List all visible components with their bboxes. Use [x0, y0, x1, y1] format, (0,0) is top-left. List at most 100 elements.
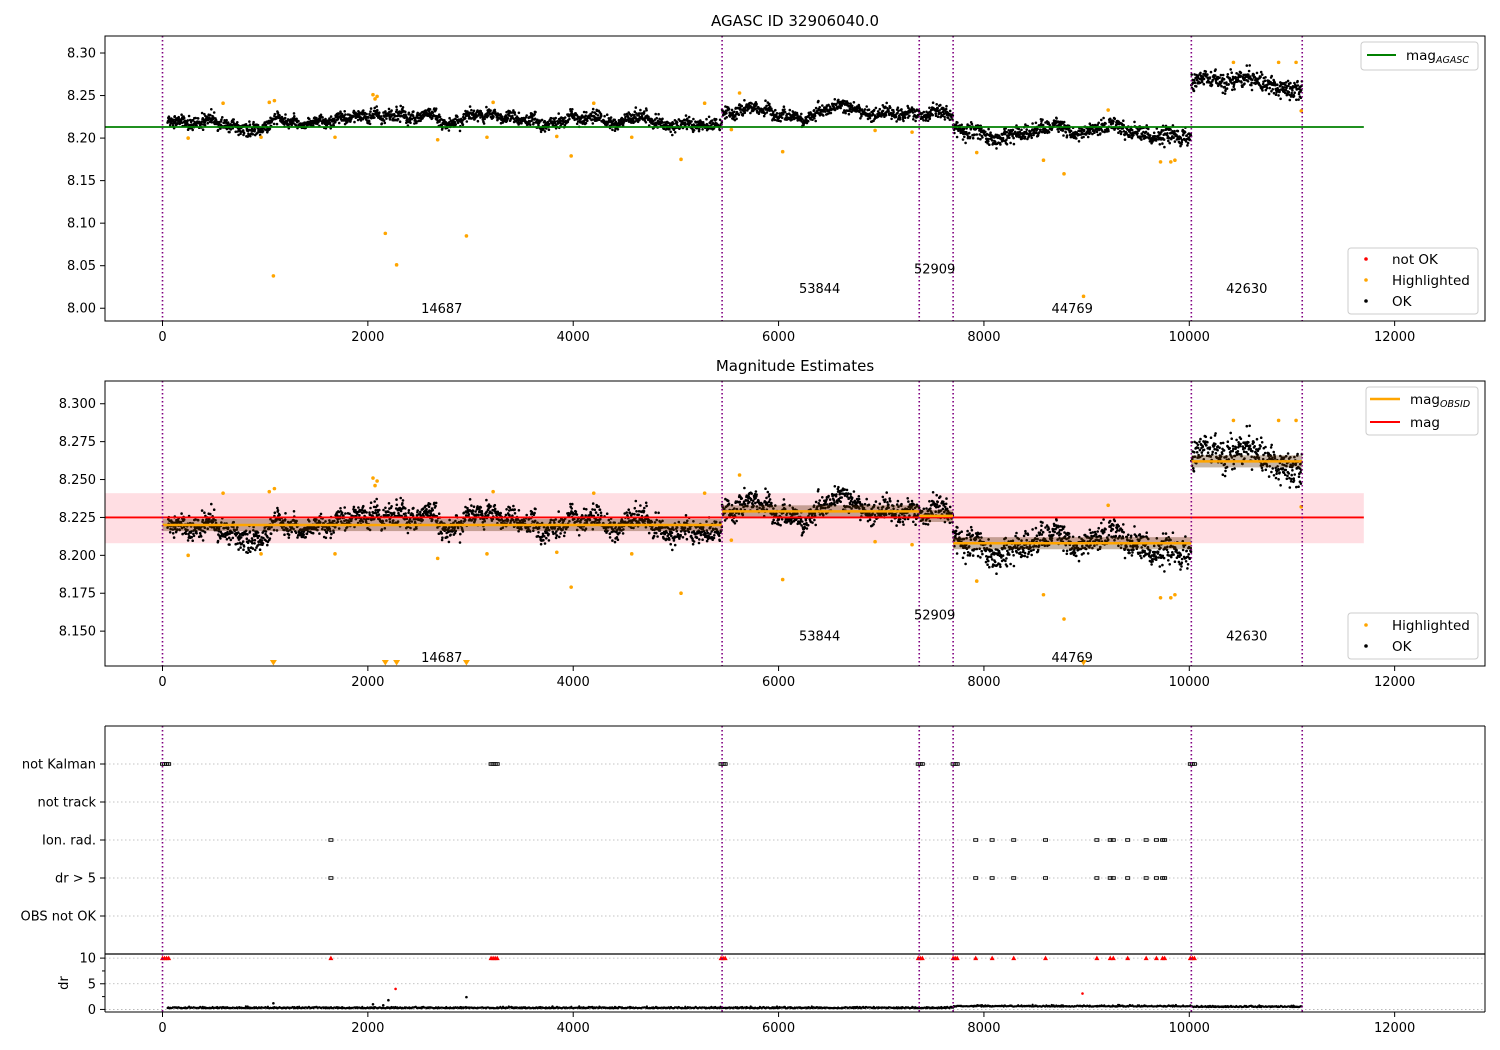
legend-label-ok: OK — [1392, 294, 1413, 310]
highlighted-offscale-marker — [393, 660, 401, 666]
y-tick-label: 10 — [79, 952, 96, 967]
highlighted-point — [1158, 595, 1163, 600]
x-tick-label: 0 — [158, 1021, 166, 1036]
highlighted-point — [569, 585, 573, 589]
highlighted-point — [702, 101, 707, 106]
axes-frame — [104, 380, 1486, 667]
dr-capped-marker — [494, 955, 500, 961]
x-tick-label: 2000 — [351, 330, 384, 345]
dr-point — [1081, 992, 1084, 995]
x-tick-label: 12000 — [1374, 1021, 1415, 1036]
x-tick-label: 10000 — [1169, 330, 1210, 345]
legend-box — [1360, 41, 1479, 71]
obsid-label: 44769 — [1052, 302, 1093, 317]
highlighted-offscale-marker — [381, 660, 389, 666]
y-tick-label: 8.200 — [59, 549, 96, 564]
flag-marker — [1125, 876, 1131, 880]
y-tick-label: 8.05 — [67, 259, 96, 274]
legend-box — [1347, 247, 1479, 315]
highlighted-offscale-marker — [269, 660, 277, 666]
highlighted-point — [729, 127, 734, 132]
flag-category-label: not track — [37, 796, 96, 811]
flag-marker — [973, 876, 979, 880]
highlighted-point — [729, 538, 734, 542]
panel-dr-ylabel: dr — [57, 976, 72, 990]
panel-flags: not Kalman not track Ion. rad. dr > 5 OBS no… — [21, 725, 1486, 955]
dr-capped-marker — [1162, 955, 1168, 961]
highlighted-point — [1158, 160, 1163, 164]
highlighted-point — [1106, 503, 1110, 508]
y-tick-label: 8.300 — [59, 397, 96, 412]
dr-capped-marker — [1043, 955, 1049, 961]
highlighted-point — [591, 101, 596, 106]
highlighted-point — [780, 149, 785, 154]
obsid-label: 14687 — [421, 302, 462, 317]
highlighted-point — [1276, 60, 1281, 65]
x-tick-label: 10000 — [1169, 675, 1210, 690]
x-tick-label: 2000 — [351, 675, 384, 690]
highlighted-point — [371, 92, 375, 97]
plot-area: 14687 53844 52909 44769 42630 — [105, 36, 1364, 321]
flag-marker — [1110, 838, 1116, 842]
flag-marker — [954, 762, 960, 766]
flag-marker — [1191, 762, 1197, 766]
dr-capped-marker — [722, 955, 728, 961]
x-tick-label: 4000 — [557, 330, 590, 345]
x-tick-label: 8000 — [967, 1021, 1000, 1036]
panel-flags-axes: not Kalman not track Ion. rad. dr > 5 OBS no… — [21, 725, 1486, 955]
y-tick-label: 8.225 — [59, 511, 96, 526]
highlighted-point — [1231, 418, 1236, 423]
obsid-label: 42630 — [1226, 630, 1267, 645]
dr-capped-marker — [973, 955, 979, 961]
y-tick-label: 8.30 — [67, 47, 96, 62]
panel-agasc-legend: not OK Highlighted OK — [1347, 247, 1479, 315]
x-tick-label: 8000 — [967, 330, 1000, 345]
flag-marker — [166, 762, 172, 766]
flag-category-label: Ion. rad. — [42, 834, 96, 849]
panel-magnitude-estimates-legend: Highlighted OK — [1347, 612, 1479, 660]
highlighted-point — [873, 128, 877, 133]
flag-marker — [722, 762, 728, 766]
x-tick-label: 0 — [158, 330, 166, 345]
y-tick-label: 8.10 — [67, 217, 96, 232]
flag-marker — [1107, 876, 1113, 880]
legend-label-mag-agasc: magAGASC — [1406, 48, 1469, 66]
panel-dr-axes: 0 2000 4000 6000 8000 10000 12000 0 5 10 — [79, 952, 1486, 1036]
obsid-label: 42630 — [1226, 282, 1267, 297]
obsid-label: 14687 — [421, 651, 462, 666]
obsid-label: 44769 — [1052, 651, 1093, 666]
highlighted-point — [383, 231, 388, 236]
highlighted-point — [259, 135, 263, 140]
panel-magnitude-estimates-data: 14687 53844 52909 44769 42630 — [105, 381, 1364, 666]
x-tick-label: 0 — [158, 675, 166, 690]
x-tick-label: 8000 — [967, 675, 1000, 690]
x-tick-label: 6000 — [762, 1021, 795, 1036]
flag-category-label: not Kalman — [22, 758, 96, 773]
dr-points — [166, 1003, 1303, 1010]
flag-category-label: OBS not OK — [21, 910, 97, 925]
y-tick-label: 8.175 — [59, 587, 96, 602]
highlighted-point — [974, 579, 979, 583]
legend-label-mag-agasc-main: mag — [1406, 48, 1436, 64]
dr-capped-marker — [1011, 955, 1017, 961]
dr-capped-marker — [1153, 955, 1159, 961]
highlighted-point — [1062, 617, 1066, 621]
flag-marker — [494, 762, 500, 766]
panel-agasc: AGASC ID 32906040.0 14687 53844 52909 44769… — [67, 12, 1486, 345]
dr-capped-marker — [1191, 955, 1197, 961]
panel-magnitude-estimates-axes: 0 2000 4000 6000 8000 10000 12000 8.150 8.175 8.2… — [59, 380, 1486, 690]
legend-label-highlighted: Highlighted — [1392, 618, 1470, 634]
dr-point — [387, 998, 390, 1002]
y-tick-label: 8.15 — [67, 174, 96, 189]
highlighted-point — [464, 234, 469, 238]
panel-dr-data — [105, 954, 1485, 1012]
highlighted-point — [629, 135, 634, 140]
plot-area: 14687 53844 52909 44769 42630 — [105, 381, 1364, 666]
highlighted-point — [1276, 418, 1281, 423]
x-tick-label: 2000 — [351, 1021, 384, 1036]
legend-label-mag-obsid-sub: OBSID — [1440, 399, 1470, 410]
flag-marker — [1153, 876, 1159, 880]
highlighted-offscale-marker — [1080, 660, 1088, 666]
flag-marker — [1125, 838, 1131, 842]
flag-marker — [1094, 876, 1100, 880]
